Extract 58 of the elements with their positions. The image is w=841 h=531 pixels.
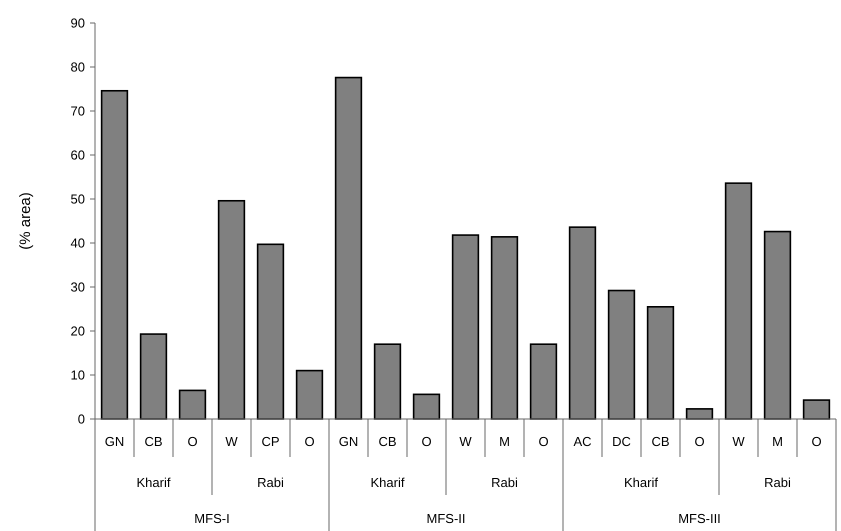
bar — [530, 343, 558, 420]
bar — [490, 236, 518, 420]
bar — [412, 394, 440, 420]
y-tick-label: 80 — [70, 60, 85, 75]
x-tick-label: W — [732, 434, 746, 449]
y-tick-label: 90 — [70, 16, 85, 31]
x-tick-label: GN — [104, 434, 124, 449]
text: MFS-III — [678, 511, 721, 526]
x-tick-label: CB — [378, 434, 397, 449]
text: Kharif — [136, 475, 171, 490]
x-tick-label: O — [187, 434, 198, 449]
x-tick-label: O — [811, 434, 822, 449]
text: Rabi — [491, 475, 518, 490]
text: MFS-I — [194, 511, 230, 526]
bar — [608, 290, 636, 420]
text: Kharif — [370, 475, 405, 490]
x-tick-label: CP — [261, 434, 280, 449]
bar — [568, 226, 596, 420]
x-tick-label: O — [538, 434, 549, 449]
bar — [256, 244, 284, 420]
text: Rabi — [257, 475, 284, 490]
bar — [296, 370, 324, 420]
y-tick-label: 20 — [70, 324, 85, 339]
x-tick-label: O — [694, 434, 705, 449]
y-tick-label: 50 — [70, 192, 85, 207]
y-tick-label: 10 — [70, 368, 85, 383]
bar — [646, 306, 674, 420]
x-tick-label: M — [499, 434, 510, 449]
x-tick-label: GN — [338, 434, 358, 449]
text: Rabi — [764, 475, 791, 490]
y-tick-label: 70 — [70, 104, 85, 119]
y-tick-label: 60 — [70, 148, 85, 163]
x-tick-label: W — [459, 434, 472, 449]
x-tick-label: O — [304, 434, 315, 449]
bar — [802, 399, 830, 420]
y-tick-label: 40 — [70, 236, 85, 251]
bar — [218, 200, 246, 420]
bar — [374, 343, 402, 420]
x-tick-label: AC — [573, 434, 592, 449]
text: MFS-II — [426, 511, 466, 526]
bar — [686, 408, 714, 420]
bar — [100, 90, 128, 420]
x-tick-label: M — [772, 434, 783, 449]
x-tick-label: CB — [144, 434, 163, 449]
y-axis-title: (% area) — [17, 192, 34, 250]
x-tick-label: O — [421, 434, 432, 449]
y-tick-label: 0 — [78, 412, 85, 427]
bar — [724, 182, 752, 420]
text: Kharif — [624, 475, 658, 490]
x-tick-label: CB — [651, 434, 670, 449]
bar — [334, 76, 362, 420]
x-tick-label: W — [225, 434, 238, 449]
bar — [764, 230, 792, 420]
bar — [140, 333, 168, 420]
y-tick-label: 30 — [70, 280, 85, 295]
bar — [452, 234, 480, 420]
x-tick-label: DC — [612, 434, 631, 449]
bar — [178, 390, 206, 420]
